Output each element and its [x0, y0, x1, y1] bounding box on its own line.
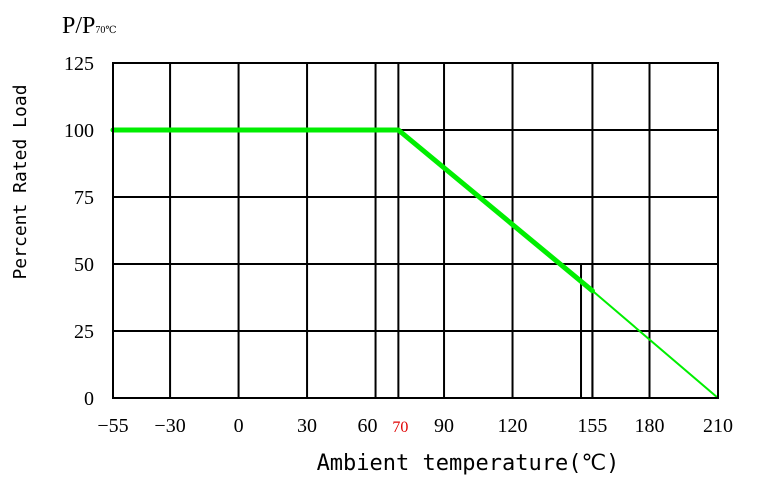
y-tick-label-0: 0	[84, 388, 94, 410]
y-tick-label-1: 25	[74, 321, 94, 343]
x-tick-label-10: 210	[703, 415, 733, 437]
series-layer	[110, 127, 719, 399]
x-tick-label-4: 60	[358, 415, 378, 437]
tick-layer: −55 −30 0 30 60 70 90 120 155 180 210 0 25 50 75 100 125	[64, 53, 733, 437]
y-axis-label: Percent Rated Load	[10, 84, 31, 279]
frame-layer	[112, 62, 719, 399]
x-tick-label-8: 155	[577, 415, 607, 437]
y-tick-label-2: 50	[74, 254, 94, 276]
x-tick-label-0: −55	[97, 415, 128, 437]
corner-label-sub: 70℃	[95, 25, 116, 36]
x-tick-label-3: 30	[297, 415, 317, 437]
x-tick-label-2: 0	[234, 415, 244, 437]
corner-label-main: P/P	[62, 13, 95, 39]
y-tick-label-4: 100	[64, 120, 94, 142]
x-tick-label-6: 90	[434, 415, 454, 437]
x-tick-label-9: 180	[635, 415, 665, 437]
series-0-segment-1	[395, 127, 595, 294]
plot-frame	[112, 62, 719, 399]
x-tick-label-5: 70	[392, 419, 408, 436]
x-axis-label: Ambient temperature(℃)	[317, 451, 620, 476]
y-tick-label-5: 125	[64, 53, 94, 75]
x-tick-label-7: 120	[498, 415, 528, 437]
y-tick-label-3: 75	[74, 187, 94, 209]
series-0-segment-2	[591, 289, 719, 399]
corner-label: P/P70℃	[62, 13, 117, 39]
x-tick-label-1: −30	[154, 415, 185, 437]
grid-layer	[113, 63, 718, 398]
